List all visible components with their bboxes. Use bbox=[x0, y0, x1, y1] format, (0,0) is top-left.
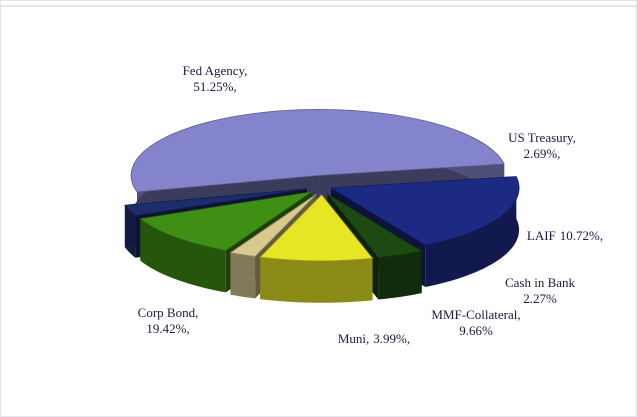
label-value: 3.99%, bbox=[373, 331, 410, 346]
slice bbox=[130, 109, 505, 193]
slice-side bbox=[140, 218, 226, 293]
label-value: 10.72%, bbox=[560, 228, 603, 243]
label-name: Corp Bond, bbox=[138, 305, 199, 320]
slice-side bbox=[378, 251, 422, 300]
label-value: 19.42%, bbox=[146, 321, 189, 336]
label-name: Fed Agency, bbox=[183, 63, 248, 78]
slice bbox=[329, 176, 520, 246]
label-value: 2.69%, bbox=[524, 146, 561, 161]
slice bbox=[327, 193, 423, 258]
pie-tops bbox=[124, 109, 520, 262]
label-name: Muni, bbox=[338, 331, 369, 346]
slice-label: LAIF 10.72%, bbox=[527, 228, 603, 243]
label-name: MMF-Collateral, bbox=[431, 307, 520, 322]
slice-side bbox=[124, 205, 136, 258]
label-value: 51.25%, bbox=[193, 79, 236, 94]
slice-label: MMF-Collateral, 9.66% bbox=[431, 307, 520, 338]
slice-label: US Treasury, 2.69%, bbox=[508, 130, 576, 161]
label-name: LAIF bbox=[527, 228, 556, 243]
slice bbox=[139, 191, 313, 251]
slice-label: Corp Bond, 19.42%, bbox=[138, 305, 199, 336]
slice bbox=[229, 193, 317, 257]
slice bbox=[259, 194, 374, 262]
slice-label: Cash in Bank 2.27% bbox=[505, 275, 576, 306]
slice-label: Muni, 3.99%, bbox=[338, 331, 410, 346]
slice-side bbox=[230, 252, 256, 299]
pie-labels: Fed Agency, 51.25%, US Treasury, 2.69%, LAIF… bbox=[138, 63, 603, 346]
slice-label: Fed Agency, 51.25%, bbox=[183, 63, 248, 94]
label-value: 9.66% bbox=[459, 323, 493, 338]
slice bbox=[124, 188, 307, 217]
slice-side bbox=[260, 257, 373, 303]
label-value: 2.27% bbox=[523, 291, 557, 306]
label-name: Cash in Bank bbox=[505, 275, 576, 290]
label-name: US Treasury, bbox=[508, 130, 576, 145]
